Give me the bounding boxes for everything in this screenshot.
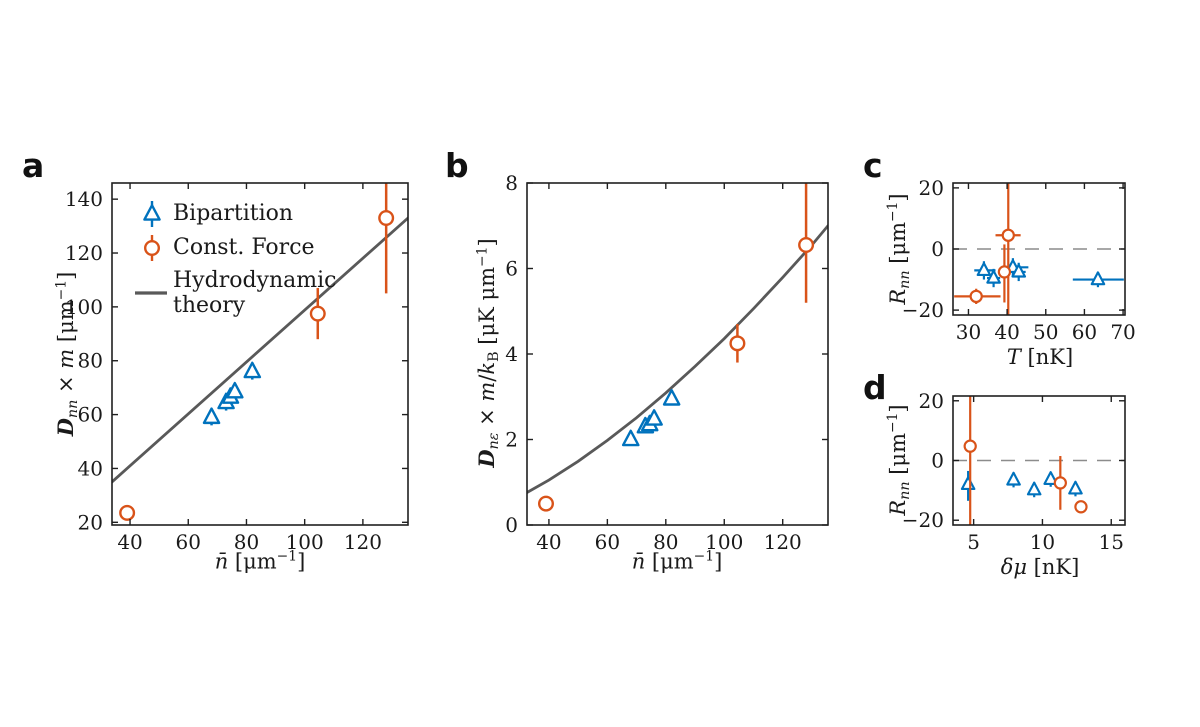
svg-text:50: 50 [1033, 320, 1058, 344]
svg-text:40: 40 [994, 320, 1019, 344]
svg-text:20: 20 [919, 176, 944, 200]
panel-c-plot: 30 40 50 60 70 −20 0 20 [902, 176, 1136, 344]
triangle-marker-icon [143, 201, 161, 227]
legend-label: Const. Force [173, 235, 315, 261]
svg-text:20: 20 [919, 389, 944, 413]
svg-text:80: 80 [653, 530, 678, 554]
legend-item-bipartition: Bipartition [133, 197, 336, 231]
panel-b-ylabel: Dnε × m/kB [μK μm−1] [474, 238, 502, 468]
svg-text:120: 120 [344, 530, 382, 554]
svg-text:120: 120 [764, 530, 802, 554]
svg-text:140: 140 [65, 187, 103, 211]
svg-text:−20: −20 [902, 298, 944, 322]
legend-item-hydrodynamic-theory: Hydrodynamic theory [133, 265, 336, 321]
panel-b-xlabel: n̄ [μm−1] [631, 548, 723, 574]
panel-a-xlabel: n̄ [μm−1] [214, 548, 306, 574]
panel-d-xlabel: δμ [nK] [1000, 555, 1080, 579]
svg-text:60: 60 [176, 530, 201, 554]
panel-a-ylabel: Dnn × m [μm−1] [53, 271, 81, 437]
panel-d-letter: d [863, 368, 887, 407]
svg-text:4: 4 [505, 342, 518, 366]
panel-a-letter: a [22, 146, 45, 185]
legend: Bipartition Const. Force Hydrodynamic the… [133, 197, 336, 321]
svg-text:80: 80 [234, 530, 259, 554]
svg-text:−20: −20 [902, 508, 944, 532]
svg-text:8: 8 [505, 171, 518, 195]
svg-text:100: 100 [65, 295, 103, 319]
line-marker-icon [135, 291, 167, 295]
panel-b-plot: 40 60 80 100 120 0 2 4 6 8 [505, 171, 829, 554]
svg-text:10: 10 [1030, 530, 1055, 554]
svg-text:60: 60 [1072, 320, 1097, 344]
svg-text:60: 60 [78, 403, 103, 427]
svg-text:15: 15 [1099, 530, 1124, 554]
svg-text:80: 80 [78, 349, 103, 373]
legend-item-const-force: Const. Force [133, 231, 336, 265]
svg-text:2: 2 [505, 428, 518, 452]
panel-c-ylabel: Rnn [μm−1] [885, 193, 913, 305]
svg-text:0: 0 [931, 237, 944, 261]
legend-label: Hydrodynamic theory [173, 267, 337, 318]
panel-b-letter: b [445, 146, 469, 185]
svg-text:100: 100 [705, 530, 743, 554]
panel-d-ylabel: Rnn [μm−1] [885, 404, 913, 516]
svg-text:0: 0 [505, 513, 518, 537]
svg-text:120: 120 [65, 241, 103, 265]
svg-text:70: 70 [1110, 320, 1135, 344]
svg-text:100: 100 [286, 530, 324, 554]
panel-c-letter: c [863, 146, 883, 185]
svg-text:30: 30 [956, 320, 981, 344]
svg-text:40: 40 [117, 530, 142, 554]
svg-text:6: 6 [505, 257, 518, 281]
panel-c-xlabel: T [nK] [1006, 345, 1074, 369]
circle-marker-icon [143, 235, 161, 261]
svg-text:40: 40 [536, 530, 561, 554]
svg-text:5: 5 [967, 530, 980, 554]
svg-text:40: 40 [78, 456, 103, 480]
svg-text:60: 60 [595, 530, 620, 554]
svg-text:20: 20 [78, 510, 103, 534]
panel-d-plot: 5 10 15 −20 0 20 [902, 389, 1126, 554]
legend-label: Bipartition [173, 201, 294, 227]
panel-a-plot: 40 60 80 100 120 20 40 60 80 100 120 140 [65, 182, 409, 554]
svg-text:0: 0 [931, 449, 944, 473]
